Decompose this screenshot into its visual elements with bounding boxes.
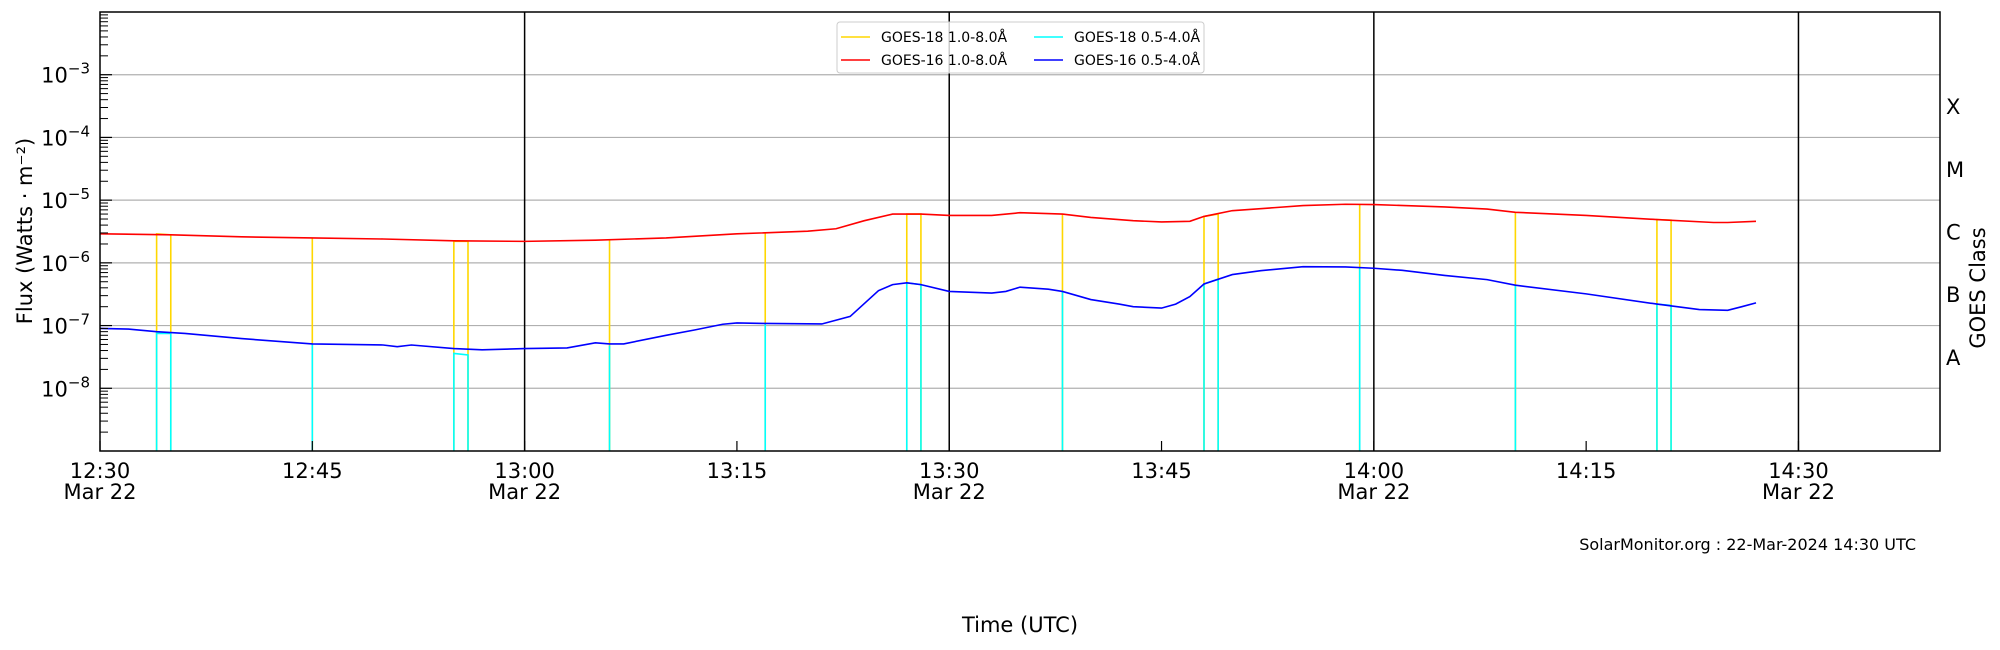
x-tick-label: 14:30 (1768, 459, 1829, 483)
y-axis-label: Flux (Watts · m⁻²) (13, 138, 37, 324)
x-tick-date: Mar 22 (488, 480, 561, 504)
y-tick-label: 10−4 (41, 122, 90, 150)
y-axis-ticks: 10−3 10−4 10−5 10−6 10−7 10−8 (41, 14, 112, 433)
legend-box (836, 21, 1205, 74)
goes-class-C: C (1946, 221, 1961, 245)
footer-credit: SolarMonitor.org : 22-Mar-2024 14:30 UTC (1579, 535, 1916, 554)
x-tick-label: 14:15 (1556, 459, 1617, 483)
x-tick-date: Mar 22 (63, 480, 136, 504)
grid (100, 74, 1940, 389)
x-tick-date: Mar 22 (1762, 480, 1835, 504)
series-line-goes-18-0-5-4-0- (155, 267, 1672, 451)
vertical-day-lines (523, 12, 1800, 451)
x-axis-label: Time (UTC) (961, 613, 1078, 637)
series-line-goes-16-1-0-8-0- (100, 203, 1757, 243)
x-tick-label: 13:00 (494, 459, 555, 483)
legend: GOES-18 1.0-8.0Å GOES-16 1.0-8.0Å GOES-18 … (836, 21, 1205, 74)
x-tick-date: Mar 22 (913, 480, 986, 504)
plot-frame (99, 11, 1941, 452)
legend-label: GOES-18 0.5-4.0Å (1074, 29, 1200, 46)
goes-class-B: B (1946, 283, 1960, 307)
goes-class-X: X (1946, 95, 1960, 119)
y-tick-label: 10−8 (41, 373, 90, 401)
x-tick-label: 12:45 (282, 459, 343, 483)
legend-label: GOES-18 1.0-8.0Å (881, 29, 1007, 46)
legend-label: GOES-16 0.5-4.0Å (1074, 52, 1200, 69)
goes-class-A: A (1946, 346, 1961, 370)
series-line-goes-16-0-5-4-0- (100, 265, 1757, 351)
x-tick-label: 14:00 (1344, 459, 1405, 483)
series-lines (100, 203, 1757, 451)
y-tick-label: 10−5 (41, 185, 90, 213)
y-tick-label: 10−3 (41, 60, 90, 88)
goes-class-labels: X M C B A (1946, 95, 1964, 370)
x-tick-label: 13:45 (1131, 459, 1192, 483)
x-tick-date: Mar 22 (1337, 480, 1410, 504)
series-line-goes-18-1-0-8-0- (155, 204, 1672, 451)
x-tick-label: 13:15 (707, 459, 768, 483)
y-tick-label: 10−6 (41, 248, 90, 276)
y2-axis-label: GOES Class (1966, 227, 1990, 348)
x-tick-label: 12:30 (70, 459, 131, 483)
y-tick-label: 10−7 (41, 311, 90, 339)
goes-class-M: M (1946, 158, 1964, 182)
legend-label: GOES-16 1.0-8.0Å (881, 52, 1007, 69)
x-tick-label: 13:30 (919, 459, 980, 483)
